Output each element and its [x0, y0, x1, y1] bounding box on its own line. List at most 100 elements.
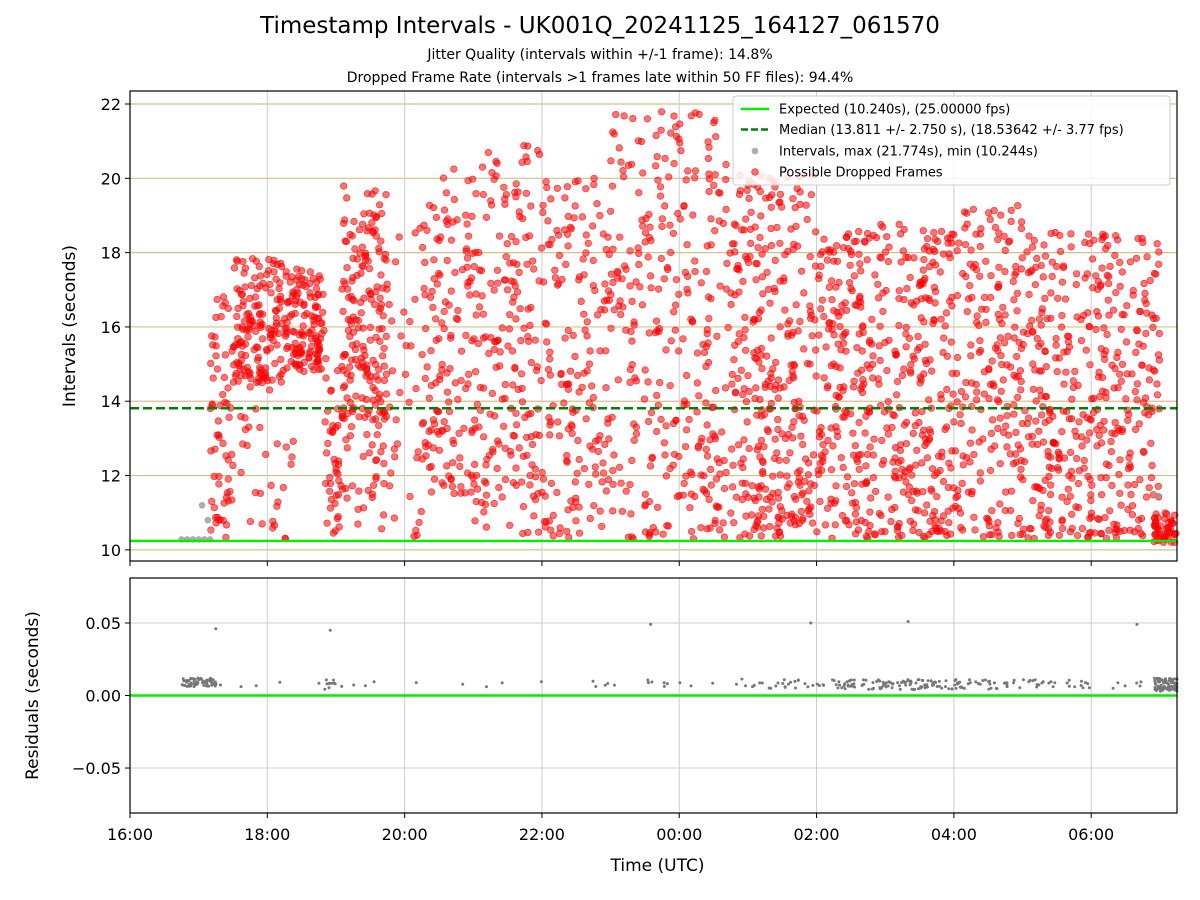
- dropped-frame-point: [1031, 281, 1039, 289]
- dropped-frame-point: [609, 466, 617, 475]
- dropped-frame-point: [859, 322, 867, 330]
- residual-point: [740, 677, 744, 681]
- dropped-frame-point: [745, 444, 753, 453]
- dropped-frame-point: [976, 346, 985, 355]
- dropped-frame-point: [357, 269, 365, 277]
- dropped-frame-point: [1001, 507, 1009, 515]
- dropped-frame-point: [1058, 428, 1066, 436]
- residual-point: [908, 679, 912, 683]
- dropped-frame-point: [966, 439, 975, 447]
- dropped-frame-point: [1094, 312, 1102, 320]
- dropped-frame-point: [752, 384, 760, 392]
- dropped-frame-point: [1060, 380, 1068, 388]
- dropped-frame-point: [858, 347, 866, 355]
- dropped-frame-point: [1135, 420, 1143, 428]
- dropped-frame-point: [382, 332, 390, 341]
- dropped-frame-point: [504, 286, 512, 294]
- dropped-frame-point: [995, 263, 1003, 271]
- dropped-frame-point: [793, 184, 801, 192]
- dropped-frame-point: [839, 332, 847, 340]
- dropped-frame-point: [677, 147, 685, 155]
- dropped-frame-point: [660, 439, 669, 447]
- dropped-frame-point: [906, 367, 915, 375]
- dropped-frame-point: [1033, 335, 1041, 343]
- dropped-frame-point: [462, 247, 470, 255]
- dropped-frame-point: [413, 531, 421, 539]
- dropped-frame-point: [401, 370, 410, 379]
- dropped-frame-point: [537, 244, 546, 252]
- dropped-frame-point: [628, 297, 636, 306]
- dropped-frame-point: [489, 448, 497, 456]
- dropped-frame-point: [1124, 505, 1132, 514]
- dropped-frame-point: [980, 390, 989, 398]
- dropped-frame-point: [651, 528, 660, 536]
- residual-point: [898, 684, 901, 688]
- legend-box: [732, 95, 1171, 186]
- dropped-frame-point: [1068, 395, 1076, 403]
- dropped-frame-point: [651, 162, 660, 170]
- dropped-frame-point: [362, 372, 370, 380]
- dropped-frame-point: [830, 331, 838, 339]
- dropped-frame-point: [653, 427, 661, 436]
- dropped-frame-point: [909, 526, 917, 535]
- dropped-frame-point: [671, 301, 680, 309]
- dropped-frame-point: [458, 266, 467, 274]
- residual-point: [613, 683, 616, 687]
- dropped-frame-point: [817, 305, 825, 313]
- dropped-frame-point: [704, 154, 713, 162]
- dropped-frame-point: [222, 533, 230, 542]
- residual-point: [960, 686, 964, 689]
- dropped-frame-point: [1126, 258, 1134, 266]
- dropped-frame-point: [641, 366, 649, 374]
- dropped-frame-point: [916, 373, 925, 381]
- residual-point: [966, 682, 970, 686]
- dropped-frame-point: [995, 315, 1004, 324]
- dropped-frame-point: [322, 355, 330, 363]
- dropped-frame-point: [827, 424, 835, 432]
- dropped-frame-point: [555, 432, 564, 440]
- dropped-frame-point: [212, 519, 220, 527]
- dropped-frame-point: [590, 502, 598, 510]
- dropped-frame-point: [1104, 280, 1113, 288]
- dropped-frame-point: [897, 258, 905, 266]
- dropped-frame-point: [703, 330, 711, 338]
- residual-point: [929, 679, 933, 683]
- dropped-frame-point: [1064, 485, 1072, 493]
- dropped-frame-point: [906, 464, 914, 472]
- dropped-frame-point: [617, 479, 625, 487]
- dropped-frame-point: [976, 477, 985, 485]
- dropped-frame-point: [784, 330, 792, 338]
- dropped-frame-point: [340, 277, 348, 285]
- dropped-frame-point: [615, 463, 624, 471]
- dropped-frame-point: [449, 459, 457, 467]
- dropped-frame-point: [851, 530, 860, 538]
- dropped-frame-point: [482, 523, 491, 531]
- dropped-frame-point: [724, 324, 732, 332]
- dropped-frame-point: [1002, 422, 1010, 430]
- residual-point: [843, 687, 847, 691]
- dropped-frame-point: [961, 241, 970, 249]
- residual-point: [194, 681, 198, 685]
- dropped-frame-point: [792, 301, 800, 309]
- residual-point: [205, 678, 209, 682]
- dropped-frame-point: [739, 463, 747, 472]
- dropped-frame-point: [589, 393, 598, 402]
- dropped-frame-point: [1035, 512, 1043, 520]
- residual-point: [1152, 676, 1156, 680]
- dropped-frame-point: [1023, 248, 1031, 256]
- dropped-frame-point: [761, 485, 770, 493]
- dropped-frame-point: [501, 444, 509, 452]
- dropped-frame-point: [881, 527, 889, 536]
- dropped-frame-point: [586, 514, 594, 523]
- residual-point: [214, 682, 218, 686]
- dropped-frame-point: [1063, 348, 1071, 356]
- dropped-frame-point: [453, 216, 461, 224]
- dropped-frame-point: [1103, 330, 1111, 339]
- dropped-frame-point: [1019, 530, 1027, 538]
- dropped-frame-point: [1080, 456, 1088, 465]
- residual-point: [900, 681, 903, 685]
- dropped-frame-point: [1012, 352, 1021, 361]
- dropped-frame-point: [501, 381, 509, 389]
- dropped-frame-point: [855, 298, 863, 306]
- dropped-frame-point: [371, 226, 379, 234]
